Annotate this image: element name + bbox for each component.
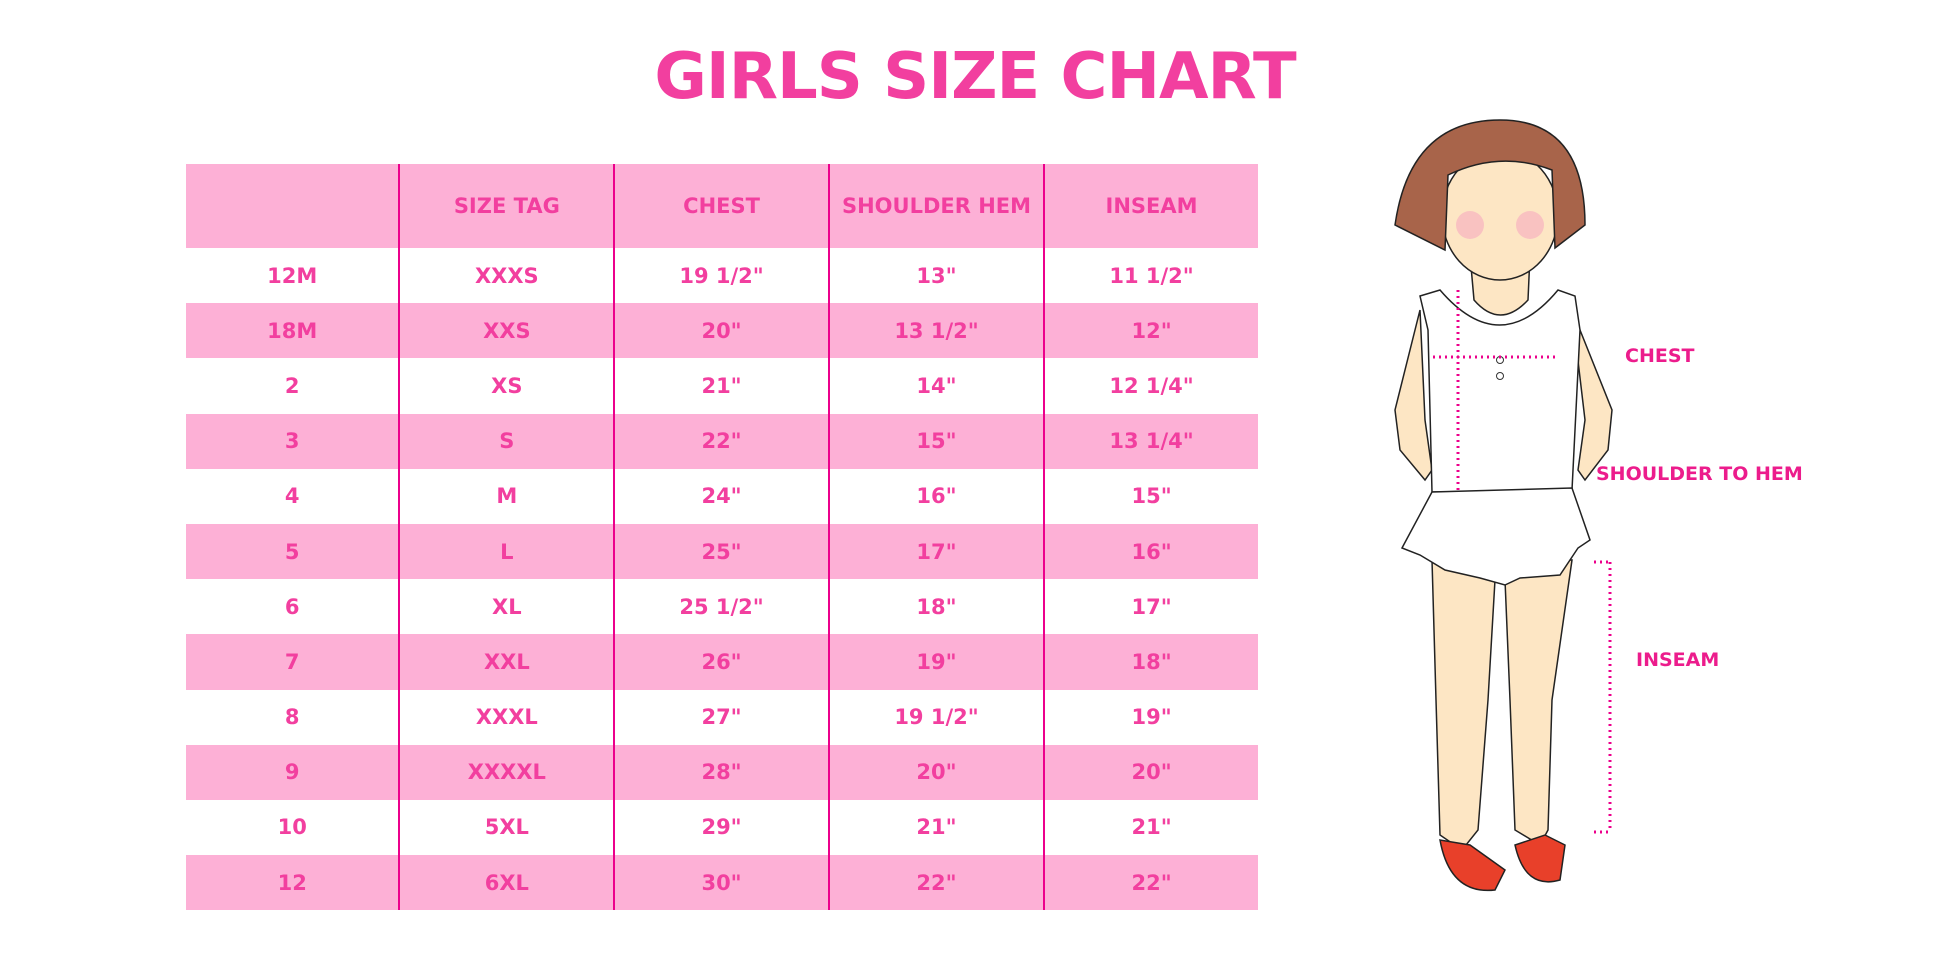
table-cell: 15"	[827, 413, 1045, 469]
table-cell: 3	[284, 429, 300, 454]
table-cell: XXS	[398, 303, 615, 359]
table-cell: 30"	[613, 855, 829, 911]
shirt	[1419, 289, 1581, 493]
table-row: 18M XXS 20" 13 1/2" 12"	[186, 303, 1258, 359]
table-row: 6 XL 25 1/2" 18" 17"	[186, 579, 1258, 635]
left-arm	[1394, 309, 1433, 482]
table-cell: 29"	[613, 799, 829, 856]
table-cell: 19 1/2"	[827, 689, 1045, 745]
right-arm	[1571, 309, 1613, 482]
table-cell: 16"	[1043, 523, 1258, 580]
table-cell: 27"	[613, 689, 829, 745]
table-row: 10 5XL 29" 21" 21"	[186, 799, 1258, 856]
table-cell: XXL	[398, 634, 615, 690]
table-cell: 22"	[613, 413, 829, 469]
table-cell: 20"	[827, 744, 1045, 800]
table-row: 8 XXXL 27" 19 1/2" 19"	[186, 689, 1258, 745]
table-cell: 17"	[827, 523, 1045, 580]
table-cell: XXXL	[398, 689, 615, 745]
left-shoe	[1439, 839, 1506, 892]
table-cell: 20"	[1043, 744, 1258, 800]
page-title: GIRLS SIZE CHART	[654, 40, 1296, 114]
table-cell: 12"	[1043, 303, 1258, 359]
table-cell: 25"	[613, 523, 829, 580]
table-cell: 17"	[1043, 579, 1258, 635]
table-row: 12 6XL 30" 22" 22"	[186, 855, 1258, 911]
table-row: 9 XXXXL 28" 20" 20"	[186, 744, 1258, 800]
table-cell: 18M	[267, 318, 318, 343]
table-cell: 13"	[827, 248, 1045, 304]
table-cell: 19"	[827, 634, 1045, 690]
inseam-label: INSEAM	[1636, 649, 1720, 671]
table-cell: 18"	[1043, 634, 1258, 690]
table-cell: 6	[284, 594, 300, 619]
hair	[1394, 119, 1586, 252]
table-cell: S	[398, 413, 615, 469]
table-cell: XXXXL	[398, 744, 615, 800]
table-cell: 2	[284, 373, 300, 398]
table-cell: 13 1/4"	[1043, 413, 1258, 469]
table-cell: 4	[284, 484, 300, 509]
table-row: 5 L 25" 17" 16"	[186, 523, 1258, 580]
table-cell: 12M	[267, 263, 318, 288]
skirt	[1400, 487, 1591, 586]
table-cell: 6XL	[398, 855, 615, 911]
shirt-button	[1496, 372, 1504, 380]
table-row: 2 XS 21" 14" 12 1/4"	[186, 358, 1258, 414]
table-cell: M	[398, 468, 615, 524]
table-cell: 11 1/2"	[1043, 248, 1258, 304]
table-row: 12M XXXS 19 1/2" 13" 11 1/2"	[186, 248, 1258, 304]
left-cheek	[1456, 211, 1484, 239]
table-cell: 19 1/2"	[613, 248, 829, 304]
table-cell: 16"	[827, 468, 1045, 524]
shoulder-to-hem-label: SHOULDER TO HEM	[1596, 463, 1803, 485]
table-cell: 14"	[827, 358, 1045, 414]
table-cell: XS	[398, 358, 615, 414]
table-cell: 21"	[827, 799, 1045, 856]
table-cell: 15"	[1043, 468, 1258, 524]
table-cell: 21"	[613, 358, 829, 414]
table-cell: 26"	[613, 634, 829, 690]
table-row: 4 M 24" 16" 15"	[186, 468, 1258, 524]
table-row: 3 S 22" 15" 13 1/4"	[186, 413, 1258, 469]
column-header: SIZE TAG	[398, 164, 615, 248]
table-header-row: SIZE TAG CHEST SHOULDER HEM INSEAM	[186, 164, 1258, 248]
table-cell: 24"	[613, 468, 829, 524]
chest-label: CHEST	[1625, 345, 1695, 367]
column-header: INSEAM	[1043, 164, 1258, 248]
table-cell: 22"	[827, 855, 1045, 911]
table-cell: 5	[284, 539, 300, 564]
column-header: CHEST	[613, 164, 829, 248]
table-cell: 18"	[827, 579, 1045, 635]
table-row: 7 XXL 26" 19" 18"	[186, 634, 1258, 690]
right-shoe	[1514, 834, 1566, 883]
table-cell: 28"	[613, 744, 829, 800]
table-cell: 20"	[613, 303, 829, 359]
table-cell: 9	[284, 760, 300, 785]
table-cell: 5XL	[398, 799, 615, 856]
table-cell: L	[398, 523, 615, 580]
table-cell: 13 1/2"	[827, 303, 1045, 359]
table-cell: XXXS	[398, 248, 615, 304]
legs	[1431, 559, 1573, 852]
column-header: SHOULDER HEM	[827, 164, 1045, 248]
table-cell: 10	[277, 815, 307, 840]
right-cheek	[1516, 211, 1544, 239]
table-cell: 7	[284, 649, 300, 674]
table-cell: 21"	[1043, 799, 1258, 856]
table-cell: 12	[277, 870, 307, 895]
table-cell: 12 1/4"	[1043, 358, 1258, 414]
table-cell: 19"	[1043, 689, 1258, 745]
table-cell: 25 1/2"	[613, 579, 829, 635]
size-chart-table: SIZE TAG CHEST SHOULDER HEM INSEAM 12M XXXS 1…	[186, 164, 1258, 911]
table-cell: 22"	[1043, 855, 1258, 911]
table-cell: XL	[398, 579, 615, 635]
table-cell: 8	[284, 705, 300, 730]
